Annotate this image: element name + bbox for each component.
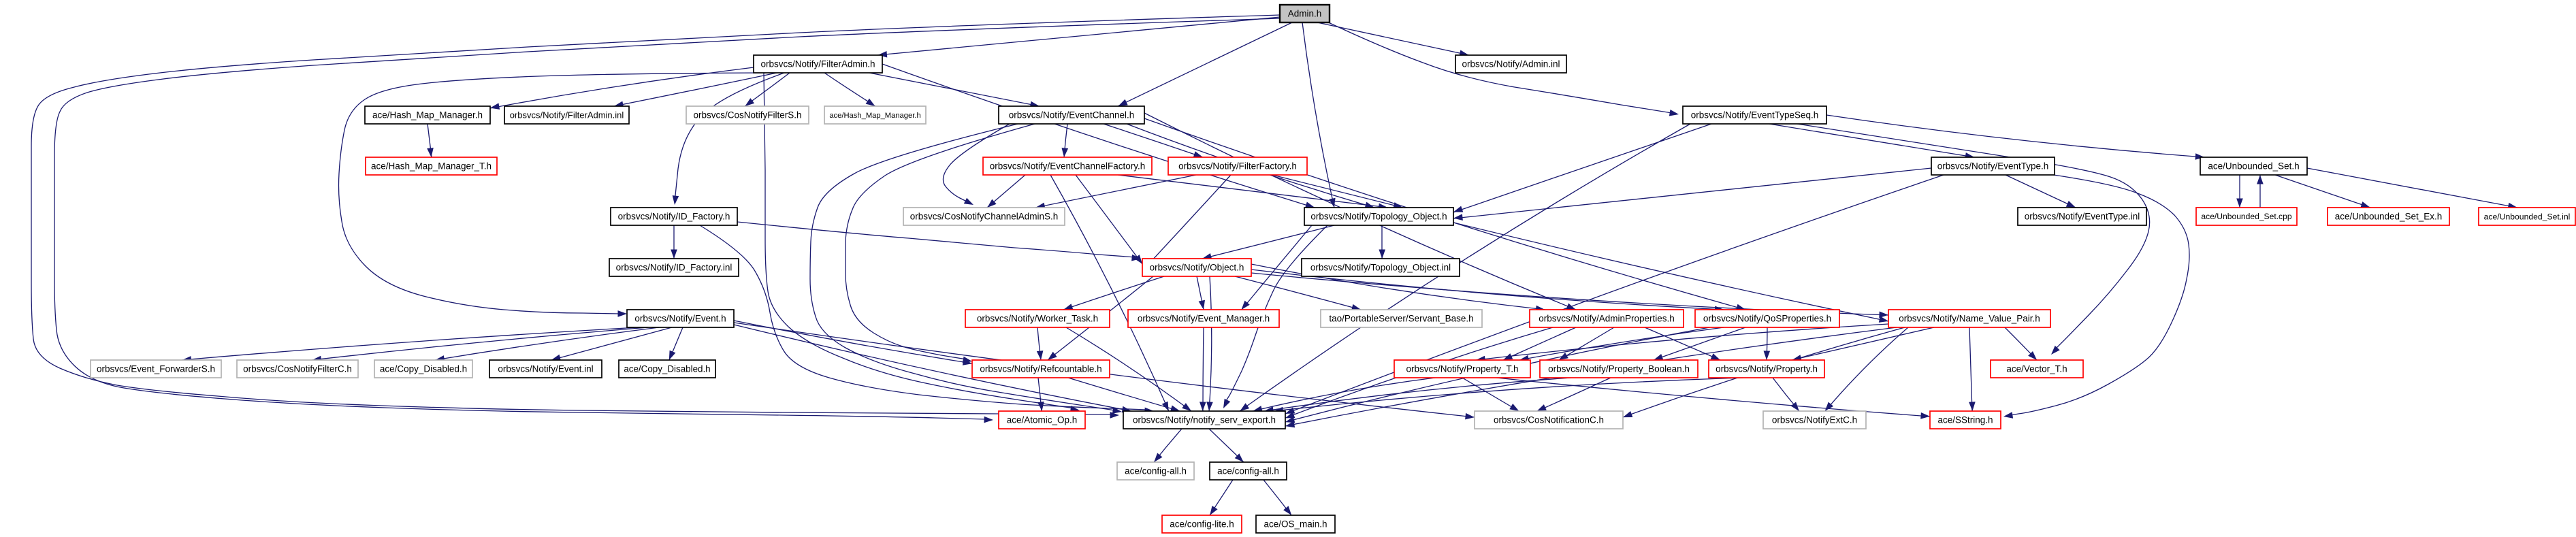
svg-text:orbsvcs/Notify/FilterAdmin.inl: orbsvcs/Notify/FilterAdmin.inl xyxy=(510,110,624,120)
svg-text:ace/Unbounded_Set.h: ace/Unbounded_Set.h xyxy=(2208,161,2299,172)
svg-text:Admin.h: Admin.h xyxy=(1288,9,1322,19)
svg-text:ace/Unbounded_Set_Ex.h: ace/Unbounded_Set_Ex.h xyxy=(2335,212,2443,222)
svg-text:orbsvcs/Notify/Name_Value_Pair: orbsvcs/Notify/Name_Value_Pair.h xyxy=(1899,314,2040,324)
svg-text:ace/Vector_T.h: ace/Vector_T.h xyxy=(2006,364,2067,374)
svg-text:orbsvcs/Notify/Worker_Task.h: orbsvcs/Notify/Worker_Task.h xyxy=(977,314,1098,324)
svg-text:ace/SString.h: ace/SString.h xyxy=(1937,415,1993,425)
svg-text:orbsvcs/Notify/Admin.inl: orbsvcs/Notify/Admin.inl xyxy=(1462,59,1560,69)
svg-text:orbsvcs/CosNotificationC.h: orbsvcs/CosNotificationC.h xyxy=(1494,415,1604,425)
svg-text:ace/Hash_Map_Manager.h: ace/Hash_Map_Manager.h xyxy=(829,112,920,120)
svg-text:ace/config-all.h: ace/config-all.h xyxy=(1125,466,1187,476)
svg-text:orbsvcs/Notify/Event.h: orbsvcs/Notify/Event.h xyxy=(634,314,726,324)
svg-text:orbsvcs/Notify/Event.inl: orbsvcs/Notify/Event.inl xyxy=(498,364,593,374)
svg-text:orbsvcs/Notify/EventType.h: orbsvcs/Notify/EventType.h xyxy=(1937,161,2049,172)
svg-text:orbsvcs/Notify/notify_serv_exp: orbsvcs/Notify/notify_serv_export.h xyxy=(1133,415,1276,425)
svg-text:orbsvcs/CosNotifyChannelAdminS: orbsvcs/CosNotifyChannelAdminS.h xyxy=(910,212,1059,222)
svg-text:orbsvcs/Notify/Refcountable.h: orbsvcs/Notify/Refcountable.h xyxy=(980,364,1101,374)
svg-text:orbsvcs/Notify/EventChannelFac: orbsvcs/Notify/EventChannelFactory.h xyxy=(990,161,1146,172)
svg-text:ace/config-lite.h: ace/config-lite.h xyxy=(1170,519,1234,530)
svg-text:orbsvcs/Notify/EventTypeSeq.h: orbsvcs/Notify/EventTypeSeq.h xyxy=(1691,110,1819,120)
svg-text:orbsvcs/Notify/EventType.inl: orbsvcs/Notify/EventType.inl xyxy=(2025,212,2140,222)
svg-text:ace/Hash_Map_Manager.h: ace/Hash_Map_Manager.h xyxy=(372,110,483,120)
svg-text:ace/Copy_Disabled.h: ace/Copy_Disabled.h xyxy=(624,364,710,374)
svg-text:ace/Atomic_Op.h: ace/Atomic_Op.h xyxy=(1007,415,1078,425)
svg-text:orbsvcs/Notify/ID_Factory.h: orbsvcs/Notify/ID_Factory.h xyxy=(618,212,730,222)
svg-text:orbsvcs/NotifyExtC.h: orbsvcs/NotifyExtC.h xyxy=(1772,415,1857,425)
svg-text:ace/Unbounded_Set.inl: ace/Unbounded_Set.inl xyxy=(2484,212,2571,221)
svg-text:orbsvcs/Notify/Topology_Object: orbsvcs/Notify/Topology_Object.inl xyxy=(1310,263,1451,273)
svg-text:orbsvcs/CosNotifyFilterS.h: orbsvcs/CosNotifyFilterS.h xyxy=(693,110,801,120)
svg-text:orbsvcs/Notify/Property_Boolea: orbsvcs/Notify/Property_Boolean.h xyxy=(1548,364,1690,374)
svg-text:ace/Copy_Disabled.h: ace/Copy_Disabled.h xyxy=(380,364,467,374)
svg-text:orbsvcs/Notify/EventChannel.h: orbsvcs/Notify/EventChannel.h xyxy=(1009,110,1135,120)
svg-text:tao/PortableServer/Servant_Bas: tao/PortableServer/Servant_Base.h xyxy=(1329,314,1473,324)
svg-text:ace/Hash_Map_Manager_T.h: ace/Hash_Map_Manager_T.h xyxy=(371,161,492,172)
svg-text:orbsvcs/Notify/ID_Factory.inl: orbsvcs/Notify/ID_Factory.inl xyxy=(616,263,732,273)
svg-text:orbsvcs/Notify/QoSProperties.h: orbsvcs/Notify/QoSProperties.h xyxy=(1703,314,1831,324)
svg-text:orbsvcs/Notify/AdminProperties: orbsvcs/Notify/AdminProperties.h xyxy=(1539,314,1675,324)
svg-text:orbsvcs/Notify/Event_Manager.h: orbsvcs/Notify/Event_Manager.h xyxy=(1138,314,1270,324)
svg-text:orbsvcs/Notify/Property_T.h: orbsvcs/Notify/Property_T.h xyxy=(1406,364,1518,374)
svg-text:orbsvcs/Notify/Object.h: orbsvcs/Notify/Object.h xyxy=(1150,263,1244,273)
svg-text:orbsvcs/Notify/Topology_Object: orbsvcs/Notify/Topology_Object.h xyxy=(1310,212,1447,222)
svg-text:orbsvcs/CosNotifyFilterC.h: orbsvcs/CosNotifyFilterC.h xyxy=(243,364,352,374)
svg-text:ace/Unbounded_Set.cpp: ace/Unbounded_Set.cpp xyxy=(2201,212,2291,221)
svg-text:orbsvcs/Event_ForwarderS.h: orbsvcs/Event_ForwarderS.h xyxy=(97,364,215,374)
svg-text:ace/OS_main.h: ace/OS_main.h xyxy=(1263,519,1327,530)
svg-text:ace/config-all.h: ace/config-all.h xyxy=(1217,466,1279,476)
svg-text:orbsvcs/Notify/FilterFactory.h: orbsvcs/Notify/FilterFactory.h xyxy=(1178,161,1297,172)
svg-text:orbsvcs/Notify/Property.h: orbsvcs/Notify/Property.h xyxy=(1716,364,1818,374)
svg-text:orbsvcs/Notify/FilterAdmin.h: orbsvcs/Notify/FilterAdmin.h xyxy=(760,59,875,69)
